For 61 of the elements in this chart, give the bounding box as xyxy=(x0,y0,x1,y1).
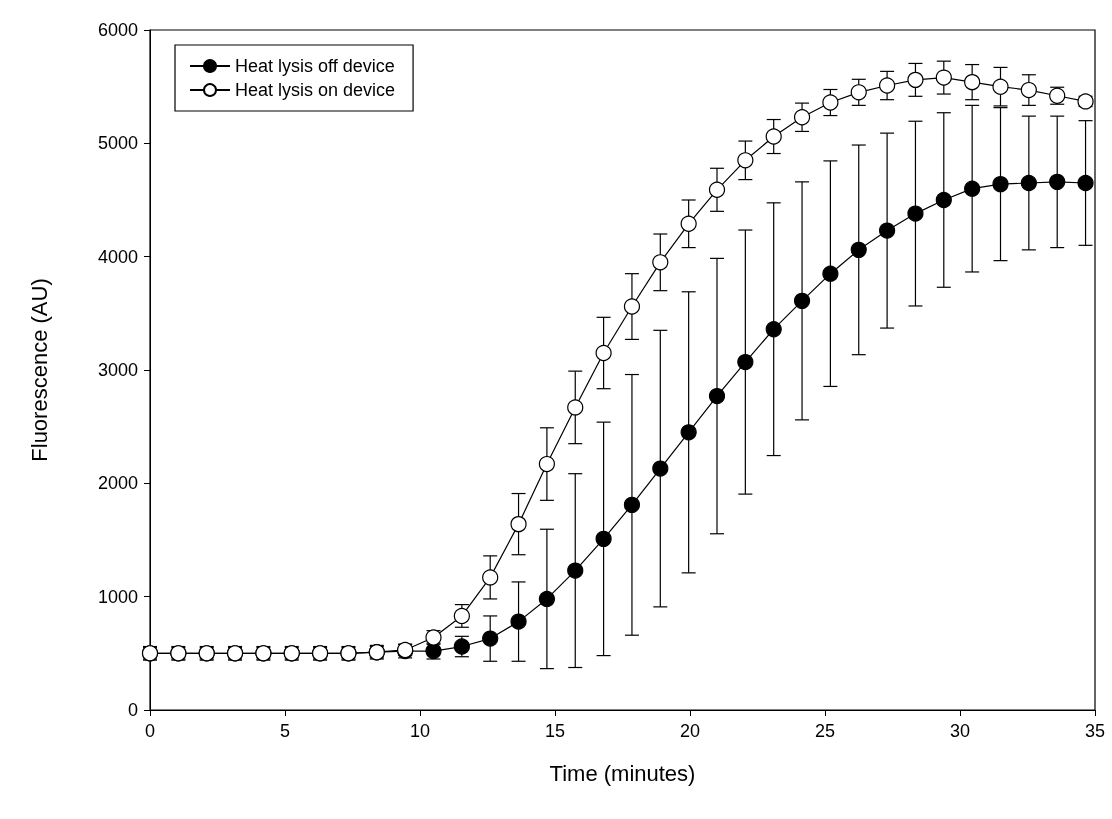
y-axis-title: Fluorescence (AU) xyxy=(26,278,52,462)
x-tick-label: 15 xyxy=(544,721,566,741)
point xyxy=(538,590,555,608)
legend-label: Heat lysis off device xyxy=(235,56,395,76)
y-tick-label: 1000 xyxy=(97,586,138,607)
y-tick-label: 2000 xyxy=(97,473,138,494)
point xyxy=(538,455,555,473)
point xyxy=(793,109,811,126)
point xyxy=(595,344,612,362)
point xyxy=(964,74,981,91)
point xyxy=(765,128,782,145)
point xyxy=(822,265,839,282)
point xyxy=(964,180,981,197)
x-tick-label: 10 xyxy=(409,721,431,741)
point xyxy=(1020,174,1037,192)
point xyxy=(793,292,811,309)
point xyxy=(652,254,669,271)
point xyxy=(879,77,896,94)
x-tick-label: 30 xyxy=(949,721,971,741)
point xyxy=(1077,174,1094,192)
point xyxy=(595,530,612,547)
legend-label: Heat lysis on device xyxy=(235,80,396,100)
point xyxy=(822,94,839,111)
y-tick-label: 6000 xyxy=(97,20,138,40)
x-tick-label: 25 xyxy=(814,721,836,741)
point xyxy=(907,205,924,222)
point xyxy=(1020,81,1037,99)
x-tick-label: 5 xyxy=(279,721,291,741)
point xyxy=(708,181,726,198)
point xyxy=(907,71,924,88)
point xyxy=(992,176,1009,193)
point xyxy=(992,78,1009,95)
point xyxy=(680,215,697,232)
point xyxy=(1049,173,1066,190)
point xyxy=(737,152,754,169)
point xyxy=(850,84,867,101)
point xyxy=(567,562,584,579)
x-tick-label: 20 xyxy=(679,721,701,741)
x-tick-label: 0 xyxy=(144,721,156,741)
point xyxy=(765,321,782,338)
y-tick-label: 4000 xyxy=(97,246,138,267)
x-tick-label: 35 xyxy=(1084,721,1106,741)
point xyxy=(850,241,867,258)
point xyxy=(623,496,641,513)
y-tick-label: 5000 xyxy=(97,133,138,154)
point xyxy=(879,222,896,239)
y-tick-label: 3000 xyxy=(97,360,138,380)
y-tick-label: 0 xyxy=(127,700,138,720)
point xyxy=(652,460,669,477)
point xyxy=(510,516,527,533)
point xyxy=(708,387,726,405)
x-axis-title: Time (minutes) xyxy=(549,760,696,786)
point xyxy=(737,353,754,371)
point xyxy=(510,613,527,630)
point xyxy=(567,399,584,416)
point xyxy=(482,569,499,586)
point xyxy=(680,424,697,441)
point xyxy=(935,191,952,209)
point xyxy=(623,298,641,315)
point xyxy=(935,69,952,86)
point xyxy=(482,630,499,647)
